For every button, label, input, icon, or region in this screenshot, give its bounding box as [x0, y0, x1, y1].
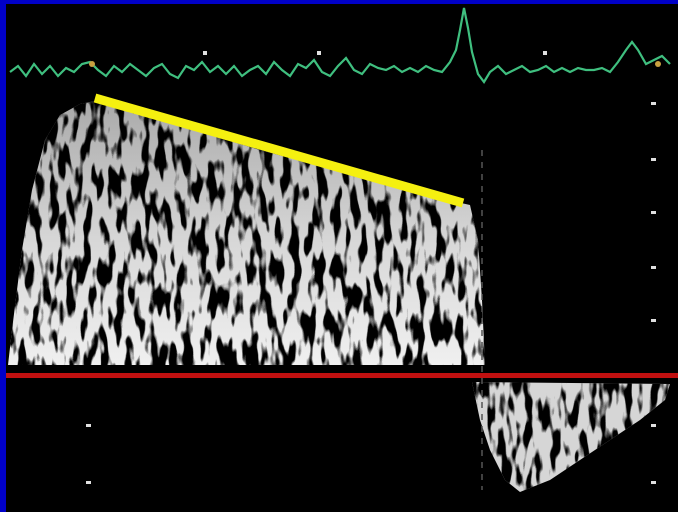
scale-dot [651, 102, 656, 105]
scale-dot [317, 51, 321, 55]
ecg-marker [655, 61, 661, 67]
scale-dot [651, 211, 656, 214]
scale-dot [86, 481, 91, 484]
scale-dot [543, 51, 547, 55]
ecg-marker [89, 61, 95, 67]
scale-dot [651, 266, 656, 269]
scale-dot [651, 319, 656, 322]
scale-dot [651, 158, 656, 161]
scale-dot [86, 424, 91, 427]
baseline [6, 373, 678, 378]
scale-dot [203, 51, 207, 55]
scale-dot [651, 481, 656, 484]
scale-dot [651, 424, 656, 427]
doppler-screen [0, 0, 678, 512]
page [0, 0, 678, 512]
